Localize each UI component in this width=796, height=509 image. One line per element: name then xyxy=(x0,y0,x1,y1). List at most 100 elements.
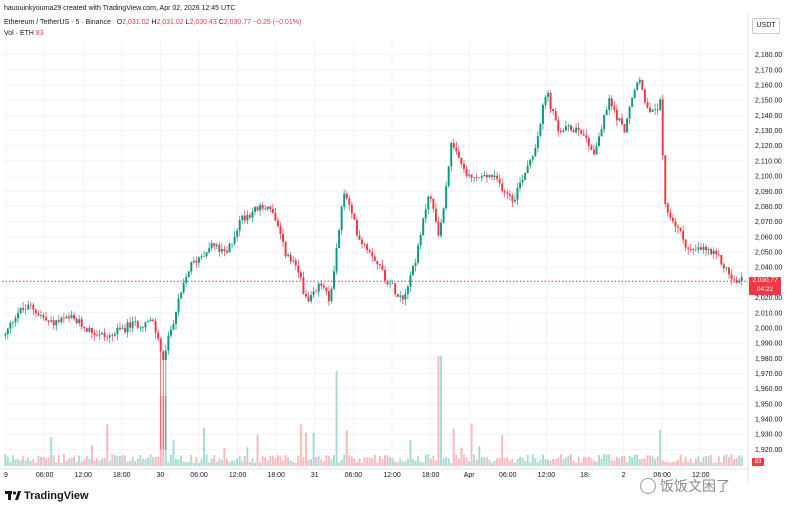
volume-bar xyxy=(45,458,48,466)
volume-bar xyxy=(659,429,662,466)
volume-bar xyxy=(656,456,659,466)
volume-bar xyxy=(19,460,22,466)
candle-body xyxy=(654,109,657,110)
volume-bar xyxy=(197,462,200,466)
candle-body xyxy=(154,320,157,333)
candle-body xyxy=(587,138,590,146)
candle-body xyxy=(226,250,228,253)
candle-body xyxy=(231,243,234,245)
candle-body xyxy=(238,220,241,231)
candle-body xyxy=(600,129,603,137)
volume-bar xyxy=(401,461,404,466)
volume-bar xyxy=(603,454,606,466)
volume-bar xyxy=(633,454,636,466)
candle-body xyxy=(406,286,409,294)
volume-bar xyxy=(728,457,730,466)
volume-bar xyxy=(274,457,277,466)
symbol-ohlc-legend[interactable]: Ethereum / TetherUS · 5 · Binance O2,031… xyxy=(4,19,301,26)
candle-body xyxy=(190,262,193,272)
volume-bar xyxy=(689,458,692,466)
candle-body xyxy=(338,230,341,249)
candle-body xyxy=(210,243,213,249)
candle-body xyxy=(233,236,236,244)
candle-body xyxy=(394,283,397,294)
candle-body xyxy=(6,328,9,335)
volume-bar xyxy=(121,454,124,466)
volume-bar xyxy=(516,459,519,466)
volume-bar xyxy=(340,459,343,466)
candle-body xyxy=(605,109,608,115)
volume-bar xyxy=(664,461,667,466)
volume-bar xyxy=(582,456,585,466)
time-tick-label: 06:00 xyxy=(36,472,54,479)
volume-bar xyxy=(348,455,351,466)
candle-body xyxy=(162,351,165,360)
candle-body xyxy=(722,264,725,269)
candle-body xyxy=(195,260,198,263)
volume-bar xyxy=(276,455,279,466)
volume-bar xyxy=(618,458,621,466)
candle-body xyxy=(197,257,200,263)
candle-body xyxy=(646,102,649,108)
time-tick-label: 12:00 xyxy=(538,472,556,479)
volume-bar xyxy=(330,459,333,466)
candle-body xyxy=(480,176,483,178)
volume-bar xyxy=(361,462,364,466)
candle-body xyxy=(549,92,552,109)
time-tick-label: 12:00 xyxy=(692,472,710,479)
currency-unit-button[interactable]: USDT xyxy=(752,18,780,34)
volume-bar xyxy=(450,462,453,466)
candle-body xyxy=(200,256,203,258)
candle-body xyxy=(141,327,144,328)
volume-bar xyxy=(78,455,81,466)
candle-body xyxy=(368,250,371,253)
volume-bar xyxy=(381,458,384,466)
volume-bar xyxy=(641,458,644,466)
price-tick-label: 2,150.00 xyxy=(755,98,782,105)
symbol-title[interactable]: Ethereum / TetherUS · 5 · Binance xyxy=(4,19,111,26)
candle-body xyxy=(491,174,493,178)
volume-bar xyxy=(595,461,598,466)
candle-body xyxy=(496,175,499,179)
candle-body xyxy=(524,173,527,180)
volume-bar xyxy=(327,455,330,466)
price-tick-label: 1,920.00 xyxy=(755,447,782,454)
candle-body xyxy=(450,142,453,167)
volume-bar xyxy=(419,461,422,466)
volume-bar xyxy=(666,462,669,466)
candle-body xyxy=(322,285,325,288)
volume-bar xyxy=(236,458,239,466)
volume-bar xyxy=(355,461,358,466)
volume-bar xyxy=(638,459,641,466)
volume-bar xyxy=(399,458,402,466)
price-tick-label: 2,160.00 xyxy=(755,82,782,89)
candle-body xyxy=(735,280,738,283)
volume-bar xyxy=(396,462,399,466)
candle-body xyxy=(192,260,195,263)
candle-body xyxy=(661,99,664,156)
candle-body xyxy=(203,256,206,257)
candle-body xyxy=(208,248,211,253)
candle-body xyxy=(243,215,246,221)
candle-body xyxy=(501,183,504,192)
candle-body xyxy=(312,291,315,296)
candle-body xyxy=(147,321,149,323)
current-price-tag: 2,030.77 04:22 xyxy=(749,277,781,295)
volume-bar xyxy=(333,455,335,466)
candle-body xyxy=(534,148,537,157)
candle-body xyxy=(404,293,407,300)
candle-body xyxy=(80,319,83,327)
time-tick-label: 31 xyxy=(311,472,319,479)
candle-body xyxy=(68,316,70,319)
time-tick-label: 06:00 xyxy=(499,472,517,479)
candle-body xyxy=(50,320,53,322)
volume-legend[interactable]: Vol · ETH 83 xyxy=(4,30,44,37)
volume-bar xyxy=(62,454,65,466)
candle-body xyxy=(325,287,328,292)
candle-body xyxy=(259,205,262,211)
volume-bar xyxy=(182,461,185,466)
tradingview-logo[interactable]: TradingView xyxy=(5,490,89,502)
candle-body xyxy=(580,129,583,134)
volume-label: Vol · ETH xyxy=(4,30,34,37)
